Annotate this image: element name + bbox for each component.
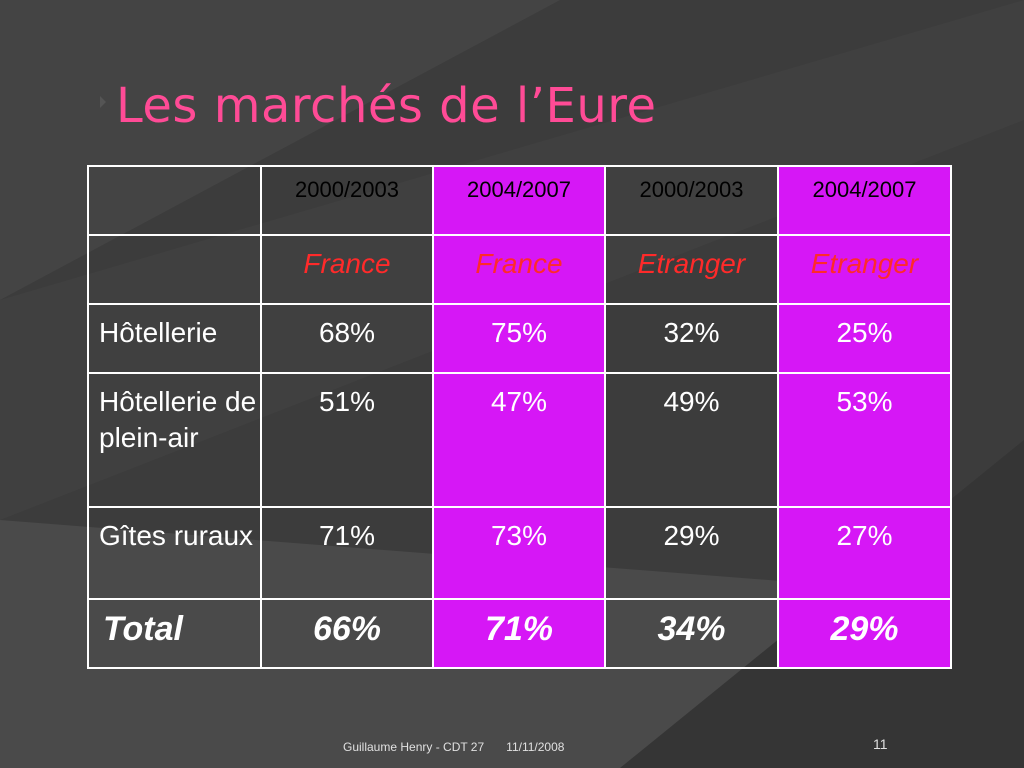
subheader-cell-empty (87, 234, 262, 305)
header-cell-period: 2000/2003 (260, 165, 434, 236)
table-cell: 75% (432, 303, 606, 374)
footer-author: Guillaume Henry - CDT 27 (343, 740, 485, 754)
row-label: Hôtellerie de plein-air (87, 372, 262, 508)
table-cell: 27% (777, 506, 952, 600)
table-cell: 73% (432, 506, 606, 600)
row-label: Gîtes ruraux (87, 506, 262, 600)
table-cell: 53% (777, 372, 952, 508)
subheader-cell-origin: Etranger (604, 234, 779, 305)
header-cell-period: 2004/2007 (777, 165, 952, 236)
table-header-row: 2000/2003 2004/2007 2000/2003 2004/2007 (87, 165, 952, 236)
total-cell: 71% (432, 598, 606, 669)
table-cell: 68% (260, 303, 434, 374)
total-cell: 66% (260, 598, 434, 669)
header-cell-period: 2004/2007 (432, 165, 606, 236)
subheader-cell-origin: France (432, 234, 606, 305)
table-cell: 71% (260, 506, 434, 600)
table-total-row: Total 66% 71% 34% 29% (87, 598, 952, 669)
table-cell: 51% (260, 372, 434, 508)
title-bullet-icon (100, 96, 106, 108)
slide-footer: Guillaume Henry - CDT 27 11/11/2008 (343, 740, 564, 754)
footer-date: 11/11/2008 (506, 740, 565, 754)
table-cell: 29% (604, 506, 779, 600)
table-subheader-row: France France Etranger Etranger (87, 234, 952, 305)
table-row: Gîtes ruraux 71% 73% 29% 27% (87, 506, 952, 600)
market-table-container: 2000/2003 2004/2007 2000/2003 2004/2007 … (87, 165, 952, 669)
total-cell: 29% (777, 598, 952, 669)
table-cell: 25% (777, 303, 952, 374)
slide-title: Les marchés de l’Eure (116, 78, 657, 134)
subheader-cell-origin: Etranger (777, 234, 952, 305)
total-label: Total (87, 598, 262, 669)
table-cell: 49% (604, 372, 779, 508)
page-number: 11 (873, 736, 888, 752)
total-cell: 34% (604, 598, 779, 669)
header-cell-period: 2000/2003 (604, 165, 779, 236)
market-table: 2000/2003 2004/2007 2000/2003 2004/2007 … (87, 165, 952, 669)
table-cell: 47% (432, 372, 606, 508)
table-cell: 32% (604, 303, 779, 374)
row-label: Hôtellerie (87, 303, 262, 374)
subheader-cell-origin: France (260, 234, 434, 305)
table-row: Hôtellerie 68% 75% 32% 25% (87, 303, 952, 374)
table-row: Hôtellerie de plein-air 51% 47% 49% 53% (87, 372, 952, 508)
header-cell-empty (87, 165, 262, 236)
